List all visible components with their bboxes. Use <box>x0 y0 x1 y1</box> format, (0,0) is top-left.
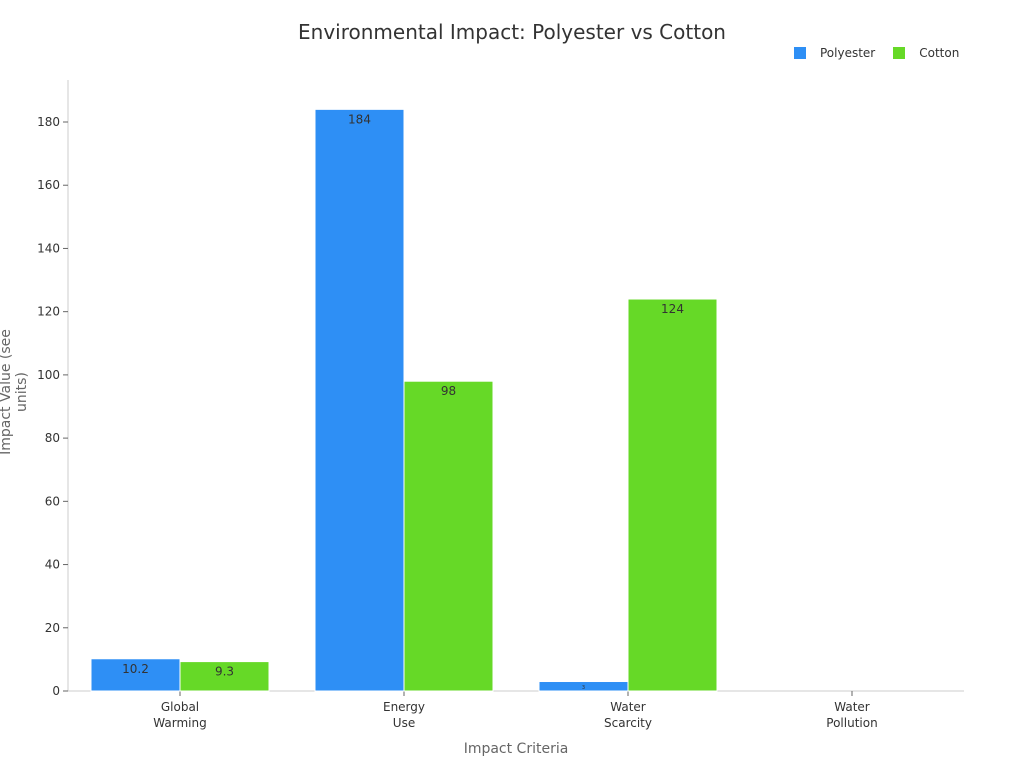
x-tick-label: Scarcity <box>604 716 652 730</box>
legend-item-cotton[interactable]: Cotton <box>893 46 959 60</box>
y-tick-label: 80 <box>45 431 60 445</box>
x-tick-label: Pollution <box>826 716 877 730</box>
y-tick-label: 140 <box>37 241 60 255</box>
y-tick-label: 120 <box>37 305 60 319</box>
bar-value-label: 124 <box>661 302 684 316</box>
bar-cotton[interactable] <box>627 298 718 692</box>
chart-title: Environmental Impact: Polyester vs Cotto… <box>298 20 726 44</box>
x-axis-label: Impact Criteria <box>463 741 569 757</box>
bar-value-label: 184 <box>348 112 371 126</box>
legend-label-cotton: Cotton <box>919 46 960 60</box>
bar-value-label: 3 <box>582 685 585 691</box>
y-tick-label: 100 <box>37 368 60 382</box>
legend: Polyester Cotton <box>794 46 977 60</box>
y-tick-label: 0 <box>52 684 60 698</box>
y-tick-label: 40 <box>45 558 60 572</box>
x-tick-label: Energy <box>383 700 425 714</box>
y-tick-label: 20 <box>45 621 60 635</box>
bar-polyester[interactable] <box>314 108 405 692</box>
y-tick-label: 60 <box>45 494 60 508</box>
x-tick-label: Water <box>834 700 870 714</box>
bar-value-label: 98 <box>441 384 456 398</box>
bar-cotton[interactable] <box>179 661 270 692</box>
bar-value-label: 9.3 <box>215 665 234 679</box>
y-tick-label: 160 <box>37 178 60 192</box>
x-tick-label: Use <box>393 716 415 730</box>
x-tick-label: Global <box>161 700 199 714</box>
legend-swatch-cotton <box>893 47 906 59</box>
x-tick-label: Water <box>610 700 646 714</box>
x-tick-label: Warming <box>153 716 206 730</box>
bar-polyester[interactable] <box>90 658 181 692</box>
legend-swatch-polyester <box>794 47 806 59</box>
bar-cotton[interactable] <box>403 380 494 692</box>
bar-value-label: 10.2 <box>122 662 149 676</box>
y-tick-label: 180 <box>37 115 60 129</box>
legend-item-polyester[interactable]: Polyester <box>794 46 875 60</box>
legend-label-polyester: Polyester <box>820 46 876 60</box>
